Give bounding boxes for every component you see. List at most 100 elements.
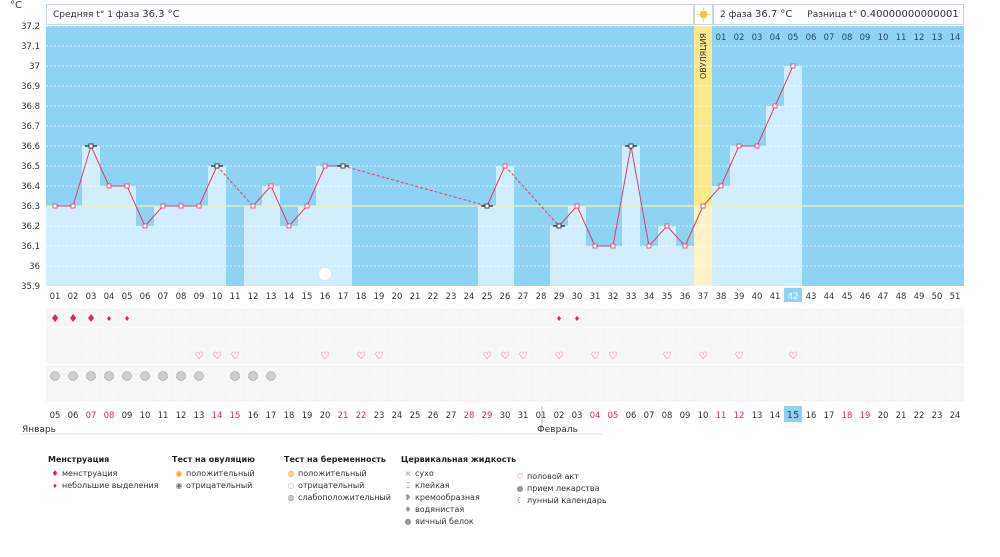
top-day-label: 07: [824, 33, 835, 43]
legend-item: ♦ водянистая: [401, 504, 516, 516]
pill-icon: [86, 371, 96, 381]
top-day-label: 01: [716, 33, 727, 43]
calendar-date-label: 05: [50, 411, 61, 421]
phase1-label: Средняя t° 1 фаза: [53, 10, 140, 20]
heart-icon: ♡: [555, 351, 564, 362]
calendar-date-label: 19: [302, 411, 313, 421]
event-cell: [820, 327, 838, 346]
pill-icon: [266, 371, 276, 381]
calendar-date-label: 18: [284, 411, 295, 421]
cycle-day-label: 18: [356, 292, 367, 302]
bbt-chart[interactable]: 01 02 03 04 05 06 07 08 09 10 11 12 13 14 ОВУЛЯЦИЯ 35.9…: [0, 0, 1000, 450]
event-cell: [802, 327, 820, 346]
temperature-bar: [64, 206, 82, 286]
cycle-day-label: 13: [266, 292, 277, 302]
cycle-day-label: 37: [698, 292, 709, 302]
cycle-day-label: 27: [518, 292, 529, 302]
cycle-day-label: 35: [662, 292, 673, 302]
egg-white-icon: ●: [404, 517, 412, 526]
cycle-day-label: 45: [842, 292, 853, 302]
event-cell: [46, 308, 64, 327]
event-cell: [136, 383, 154, 402]
temperature-bar: [82, 146, 100, 286]
event-cell: [478, 308, 496, 327]
pregnancy-positive-icon: ◍: [287, 469, 295, 478]
cycle-day-label: 51: [950, 292, 961, 302]
cycle-day-label: 40: [752, 292, 763, 302]
cycle-day-label: 33: [626, 292, 637, 302]
event-cell: [892, 327, 910, 346]
top-day-label: 09: [860, 33, 871, 43]
cycle-day-label: 39: [734, 292, 745, 302]
calendar-date-label: 14: [770, 411, 781, 421]
event-cell: [208, 327, 226, 346]
event-cell: [622, 327, 640, 346]
event-cell: [856, 365, 874, 384]
data-point: [304, 203, 310, 209]
calendar-date-label: 31: [518, 411, 529, 421]
calendar-date-label: 12: [734, 411, 745, 421]
event-cell: [874, 345, 892, 364]
cycle-day-label: 09: [194, 292, 205, 302]
event-cell: [892, 365, 910, 384]
cycle-day-label: 31: [590, 292, 601, 302]
top-day-label: 10: [878, 33, 889, 43]
temperature-bar: [568, 206, 586, 286]
event-cell: [550, 308, 568, 327]
event-cell: [514, 308, 532, 327]
calendar-date-label: 03: [572, 411, 583, 421]
data-point: [700, 203, 706, 209]
event-cell: [910, 308, 928, 327]
event-cell: [496, 345, 514, 364]
event-cell: [532, 327, 550, 346]
cycle-day-label: 28: [536, 292, 547, 302]
legend-item: ♦ небольшие выделения: [48, 480, 158, 492]
event-cell: [316, 327, 334, 346]
event-cell: [262, 327, 280, 346]
calendar-date-label: 08: [662, 411, 673, 421]
pill-icon: [230, 371, 240, 381]
event-cell: [928, 327, 946, 346]
calendar-date-label: 20: [878, 411, 889, 421]
cycle-day-label: 17: [338, 292, 349, 302]
data-point-special: [214, 163, 220, 169]
event-cell: [694, 308, 712, 327]
y-tick-label: 35.9: [21, 282, 40, 292]
event-cell: [586, 345, 604, 364]
event-cell: [424, 327, 442, 346]
event-cell: [280, 345, 298, 364]
pill-icon: [248, 371, 258, 381]
legend-title: Тест на овуляцию: [172, 455, 255, 464]
phase2-label: 2 фаза: [720, 10, 753, 20]
heart-icon: ♡: [519, 351, 528, 362]
event-cell: [892, 383, 910, 402]
heart-icon: ♡: [516, 472, 524, 481]
temperature-line-segment: [666, 225, 686, 247]
y-tick-label: 36.3: [21, 202, 40, 212]
event-cell: [82, 383, 100, 402]
y-tick-label: 36.6: [21, 142, 40, 152]
event-cell: [532, 308, 550, 327]
temperature-line-segment: [612, 145, 632, 247]
pill-icon: [104, 371, 114, 381]
event-cell: [946, 383, 964, 402]
event-cell: [298, 365, 316, 384]
event-cell: [442, 327, 460, 346]
temperature-bar: [640, 246, 658, 286]
calendar-date-label: 27: [446, 411, 457, 421]
data-point: [286, 223, 292, 229]
calendar-date-label: 28: [464, 411, 475, 421]
temperature-line-segment: [126, 185, 146, 227]
calendar-date-label: 06: [626, 411, 637, 421]
data-point: [610, 243, 616, 249]
event-cell: [280, 308, 298, 327]
event-cell: [424, 365, 442, 384]
temperature-bar: [262, 186, 280, 286]
temperature-bar: [784, 66, 802, 286]
calendar-date-label: 30: [500, 411, 511, 421]
event-cell: [802, 345, 820, 364]
event-cell: [244, 327, 262, 346]
legend-title: Тест на беременность: [284, 455, 386, 464]
moon-icon-bg: [319, 268, 331, 280]
data-point: [178, 203, 184, 209]
